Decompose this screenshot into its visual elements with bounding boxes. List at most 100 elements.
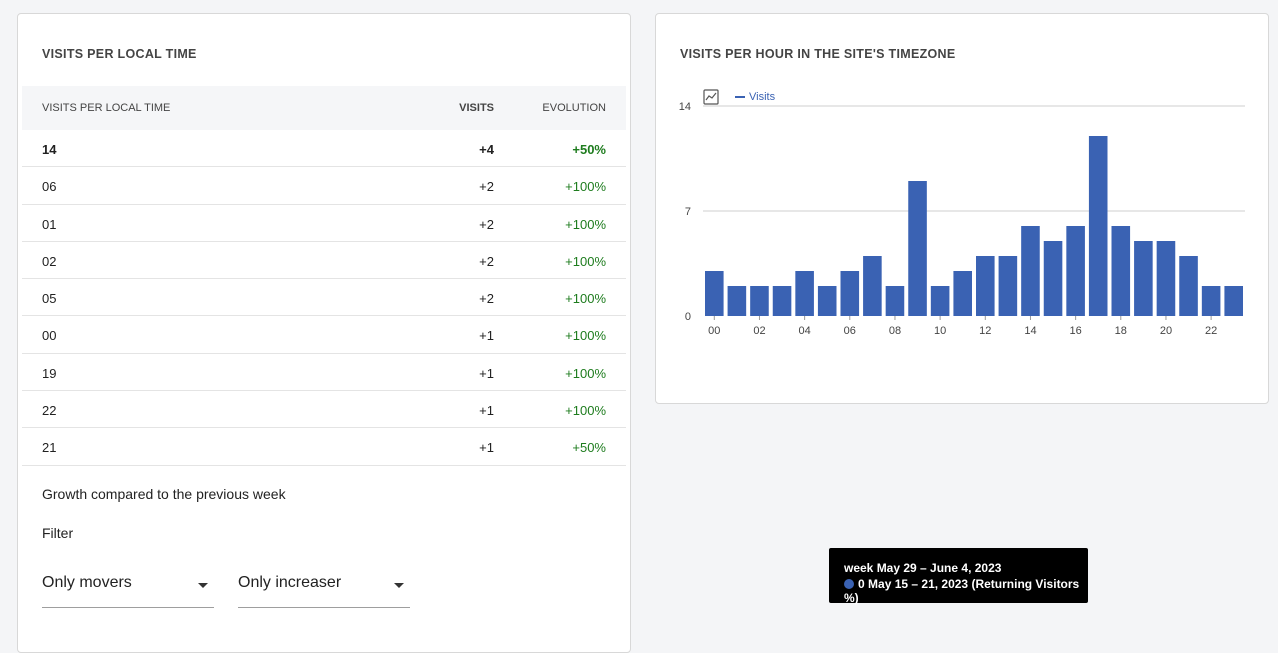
x-tick-label: 04 bbox=[799, 325, 811, 337]
tooltip-entry-label: May 15 – 21, 2023 (Returning Visitors %) bbox=[844, 577, 1080, 605]
movers-select[interactable]: Only movers bbox=[42, 570, 214, 608]
table-row[interactable]: 05 +2 +100% bbox=[22, 279, 626, 317]
visits-per-hour-card: VISITS PER HOUR IN THE SITE'S TIMEZONE 0… bbox=[655, 13, 1269, 404]
table-row[interactable]: 02 +2 +100% bbox=[22, 242, 626, 280]
row-visits: +2 bbox=[479, 253, 494, 269]
header-visits[interactable]: VISITS bbox=[459, 102, 494, 114]
table-header: VISITS PER LOCAL TIME VISITS EVOLUTION bbox=[22, 86, 626, 130]
caret-down-icon bbox=[394, 583, 404, 588]
x-tick-label: 18 bbox=[1115, 325, 1127, 337]
legend-visits[interactable]: Visits bbox=[735, 91, 775, 103]
row-visits: +1 bbox=[479, 365, 494, 381]
header-evolution[interactable]: EVOLUTION bbox=[542, 102, 606, 114]
x-tick-label: 22 bbox=[1205, 325, 1217, 337]
tooltip-title: week May 29 – June 4, 2023 bbox=[844, 561, 1002, 575]
bar-18[interactable] bbox=[1111, 226, 1131, 316]
table-row[interactable]: 19 +1 +100% bbox=[22, 354, 626, 392]
row-evolution: +100% bbox=[565, 179, 606, 195]
row-visits: +4 bbox=[479, 142, 494, 157]
bar-23[interactable] bbox=[1224, 286, 1243, 316]
bar-01[interactable] bbox=[727, 286, 747, 316]
row-label: 22 bbox=[42, 403, 57, 419]
bar-16[interactable] bbox=[1066, 226, 1085, 316]
line-chart-icon[interactable] bbox=[703, 89, 719, 105]
bar-07[interactable] bbox=[863, 256, 882, 316]
growth-description: Growth compared to the previous week bbox=[42, 486, 286, 502]
row-visits: +1 bbox=[479, 328, 494, 344]
bar-19[interactable] bbox=[1134, 241, 1153, 316]
row-label: 00 bbox=[42, 328, 57, 344]
table-row[interactable]: 06 +2 +100% bbox=[22, 167, 626, 205]
x-tick-label: 02 bbox=[753, 325, 765, 337]
row-visits: +2 bbox=[479, 291, 494, 307]
tooltip-value: 0 bbox=[858, 577, 865, 591]
legend-swatch bbox=[735, 96, 745, 99]
increaser-select-value: Only increaser bbox=[238, 574, 342, 591]
bar-03[interactable] bbox=[772, 286, 792, 316]
bar-10[interactable] bbox=[930, 286, 950, 316]
row-evolution: +100% bbox=[565, 403, 606, 419]
row-evolution: +100% bbox=[565, 253, 606, 269]
bar-17[interactable] bbox=[1088, 136, 1108, 316]
bar-13[interactable] bbox=[998, 256, 1018, 316]
table-row[interactable]: 01 +2 +100% bbox=[22, 205, 626, 242]
row-visits: +2 bbox=[479, 179, 494, 195]
tooltip-entry: 0 May 15 – 21, 2023 (Returning Visitors … bbox=[844, 577, 1088, 605]
row-label: 01 bbox=[42, 216, 57, 232]
table-row[interactable]: 21 +1 +50% bbox=[22, 428, 626, 466]
row-evolution: +100% bbox=[565, 216, 606, 232]
filter-label: Filter bbox=[42, 525, 74, 541]
row-label: 14 bbox=[42, 142, 57, 157]
card-title: VISITS PER LOCAL TIME bbox=[42, 47, 197, 61]
bar-22[interactable] bbox=[1201, 286, 1221, 316]
row-label: 21 bbox=[42, 440, 57, 456]
x-tick-label: 00 bbox=[708, 325, 720, 337]
row-evolution: +50% bbox=[572, 142, 606, 157]
legend-label: Visits bbox=[749, 91, 776, 103]
chart-tooltip: week May 29 – June 4, 2023 0 May 15 – 21… bbox=[829, 548, 1088, 605]
header-label[interactable]: VISITS PER LOCAL TIME bbox=[42, 102, 171, 114]
x-tick-label: 16 bbox=[1070, 325, 1082, 337]
bar-21[interactable] bbox=[1179, 256, 1198, 316]
bar-00[interactable] bbox=[705, 271, 724, 316]
row-evolution: +100% bbox=[565, 328, 606, 344]
table-row[interactable]: 14 +4 +50% bbox=[22, 130, 626, 168]
row-evolution: +100% bbox=[565, 291, 606, 307]
bar-14[interactable] bbox=[1021, 226, 1040, 316]
caret-down-icon bbox=[198, 583, 208, 588]
visits-per-hour-chart: 00 02 04 06 08 10 12 14 16 18 20 22 0 7 14 bbox=[679, 101, 1245, 337]
movers-select-value: Only movers bbox=[42, 574, 132, 591]
x-tick-label: 14 bbox=[1024, 325, 1036, 337]
bar-02[interactable] bbox=[750, 286, 769, 316]
x-tick-label: 20 bbox=[1160, 325, 1172, 337]
x-tick-label: 06 bbox=[844, 325, 856, 337]
bar-05[interactable] bbox=[817, 286, 837, 316]
bar-20[interactable] bbox=[1156, 241, 1176, 316]
bar-15[interactable] bbox=[1043, 241, 1063, 316]
bar-04[interactable] bbox=[795, 271, 814, 316]
row-visits: +2 bbox=[479, 216, 494, 232]
table-body: 14 +4 +50% 06 +2 +100% 01 +2 +100% 02 +2… bbox=[22, 130, 626, 466]
row-label: 19 bbox=[42, 365, 57, 381]
row-visits: +1 bbox=[479, 403, 494, 419]
row-label: 06 bbox=[42, 179, 57, 195]
bar-09[interactable] bbox=[908, 181, 927, 316]
increaser-select[interactable]: Only increaser bbox=[238, 570, 410, 608]
y-tick-label: 7 bbox=[685, 206, 691, 218]
bar-06[interactable] bbox=[840, 271, 860, 316]
x-tick-label: 08 bbox=[889, 325, 901, 337]
row-evolution: +100% bbox=[565, 365, 606, 381]
series-dot-icon bbox=[844, 579, 854, 589]
x-tick-label: 10 bbox=[934, 325, 946, 337]
card-title: VISITS PER HOUR IN THE SITE'S TIMEZONE bbox=[680, 47, 956, 61]
table-row[interactable]: 22 +1 +100% bbox=[22, 391, 626, 429]
bar-11[interactable] bbox=[953, 271, 972, 316]
table-row[interactable]: 00 +1 +100% bbox=[22, 316, 626, 354]
row-evolution: +50% bbox=[572, 440, 606, 456]
row-label: 05 bbox=[42, 291, 57, 307]
y-tick-label: 14 bbox=[679, 101, 691, 113]
y-tick-label: 0 bbox=[685, 311, 691, 323]
bar-08[interactable] bbox=[885, 286, 905, 316]
bar-12[interactable] bbox=[976, 256, 995, 316]
x-tick-label: 12 bbox=[979, 325, 991, 337]
